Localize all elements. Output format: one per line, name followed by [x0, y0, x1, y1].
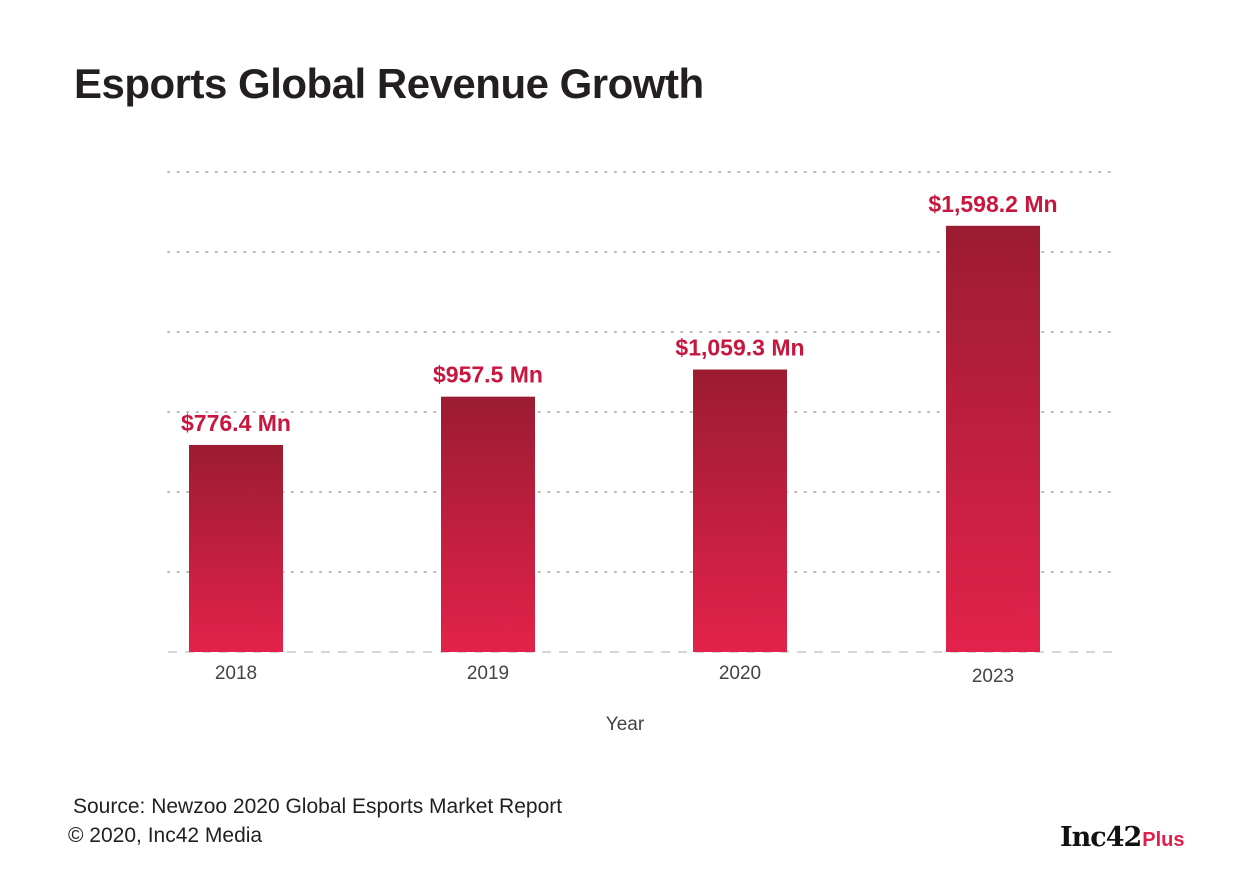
bar-2019: [441, 396, 535, 652]
logo-main-text: Inc42: [1060, 822, 1142, 853]
data-label-2019: $957.5 Mn: [433, 362, 543, 388]
x-axis-ticks: 2018 2019 2020 2023: [215, 663, 1014, 687]
data-label-2020: $1,059.3 Mn: [675, 335, 804, 361]
data-label-2023: $1,598.2 Mn: [928, 191, 1057, 217]
data-label-2018: $776.4 Mn: [181, 410, 291, 436]
bars: [189, 225, 1040, 652]
logo-plus-text: Plus: [1142, 829, 1185, 851]
bar-2020: [693, 369, 787, 652]
x-axis-title: Year: [606, 714, 645, 735]
x-tick-2023: 2023: [972, 666, 1014, 687]
x-tick-2020: 2020: [719, 663, 761, 684]
inc42-plus-logo: Inc42Plus: [1060, 824, 1185, 851]
bar-2018: [189, 444, 283, 652]
copyright-note: © 2020, Inc42 Media: [68, 824, 263, 847]
chart-title: Esports Global Revenue Growth: [74, 60, 704, 107]
data-labels: $776.4 Mn $957.5 Mn $1,059.3 Mn $1,598.2 Mn: [181, 191, 1058, 436]
bar-2023: [946, 225, 1040, 652]
x-tick-2018: 2018: [215, 663, 257, 684]
source-note: Source: Newzoo 2020 Global Esports Marke…: [73, 795, 563, 818]
x-tick-2019: 2019: [467, 663, 509, 684]
